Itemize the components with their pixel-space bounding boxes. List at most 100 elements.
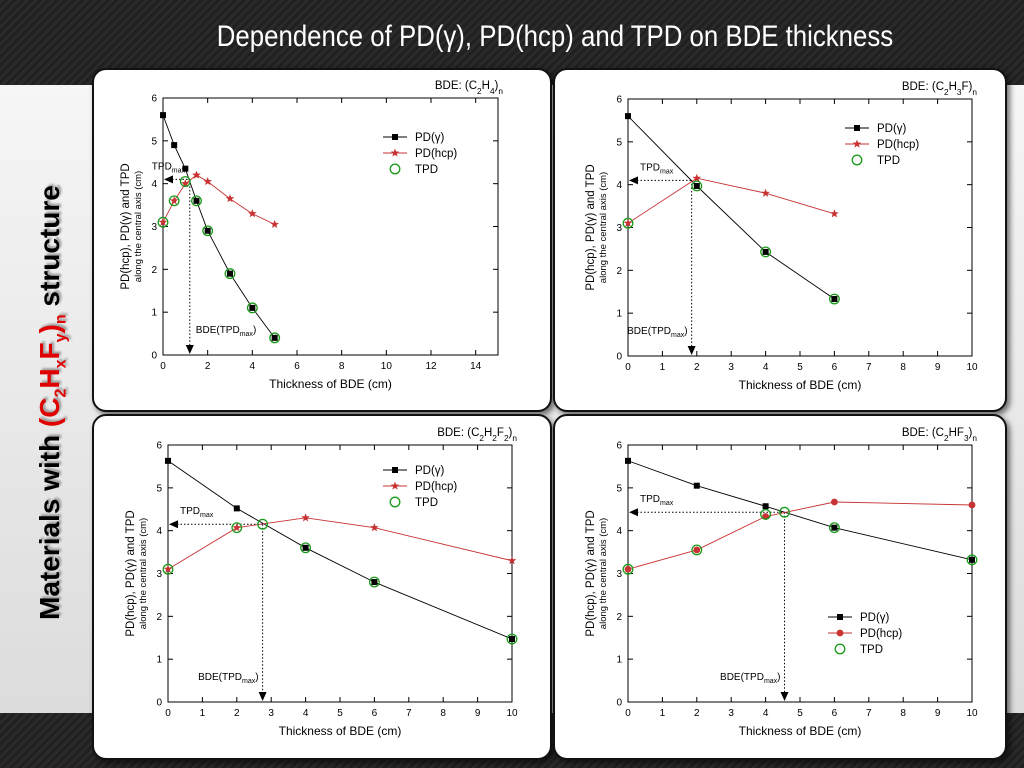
x-tick-label: 2 [694, 362, 700, 373]
material-label: BDE: (C2H3F)n [902, 81, 978, 97]
legend-label: TPD [415, 497, 438, 509]
series-1-point [225, 194, 235, 203]
y-axis-label-secondary: along the central axis (cm) [598, 518, 609, 629]
series-1-point [693, 546, 701, 554]
series-1-point [181, 179, 190, 188]
y-axis-label: PD(hcp), PD(γ) and TPD [125, 510, 137, 636]
plot-frame [627, 98, 973, 357]
y-tick-label: 3 [616, 569, 622, 580]
y-tick-label: 3 [151, 222, 157, 233]
series-1-point [192, 170, 201, 179]
y-tick-label: 5 [616, 137, 622, 148]
y-tick-label: 2 [616, 612, 622, 623]
material-label: BDE: (C2H4)n [435, 80, 504, 96]
x-tick-label: 5 [337, 708, 343, 719]
y-tick-label: 2 [156, 612, 162, 623]
legend-marker [852, 139, 862, 148]
y-tick-label: 6 [616, 95, 622, 106]
series-0-point [693, 482, 700, 489]
series-2-point [368, 576, 380, 588]
x-tick-label: 0 [160, 361, 166, 372]
series-1-point [158, 217, 168, 226]
series-1-point [370, 523, 379, 532]
y-tick-label: 0 [151, 351, 157, 362]
series-0-point [831, 296, 838, 303]
series-1-point [169, 196, 179, 205]
series-0-point [762, 248, 769, 255]
x-tick-label: 8 [900, 708, 906, 719]
legend-label: PD(γ) [415, 465, 445, 477]
legend-label: PD(hcp) [415, 148, 457, 160]
x-tick-label: 3 [728, 708, 734, 719]
legend-marker [390, 148, 400, 157]
x-tick-label: 12 [425, 361, 437, 372]
tpd-max-label: TPDmax [640, 162, 674, 175]
side-title: Materials with (C2HxFy)n structure [34, 185, 71, 620]
series-0-point [693, 182, 700, 189]
series-2-point [202, 225, 214, 237]
x-tick-label: 6 [294, 361, 300, 372]
series-2-point [622, 217, 634, 229]
x-tick-label: 8 [339, 361, 345, 372]
series-1-point [968, 501, 976, 509]
series-2-point [168, 195, 180, 207]
series-1-point [761, 188, 770, 197]
series-0-point [165, 457, 171, 464]
y-tick-label: 3 [156, 569, 162, 580]
chart-panel-c2h3f: BDE: (C2H3F)n 0 1 2 3 4 5 6 7 8 9 10 0 1 2 3 4 5 6 Thicknes… [553, 68, 1007, 412]
y-axis-label-secondary: along the central axis (cm) [598, 172, 609, 283]
y-tick-label: 6 [156, 441, 162, 452]
y-tick-label: 5 [616, 483, 622, 494]
series-2-point [231, 522, 243, 534]
legend-label: PD(γ) [877, 123, 907, 135]
series-1-point [232, 523, 242, 532]
tpd-max-y-arrow [629, 508, 638, 517]
legend-label: TPD [877, 155, 900, 167]
material-label: BDE: (C2HF3)n [902, 427, 978, 443]
series-1-point [692, 173, 702, 182]
legend-label: PD(hcp) [877, 139, 919, 151]
chart-svg: BDE: (C2H2F2)n 0 1 2 3 4 5 6 7 8 9 10 0 1 2 3 4 5 6 Thickne… [125, 427, 518, 738]
plot-frame [162, 97, 499, 356]
y-axis-label-secondary: along the central axis (cm) [138, 518, 149, 629]
x-tick-label: 5 [797, 362, 803, 373]
x-tick-label: 2 [234, 708, 240, 719]
legend-label: PD(γ) [415, 132, 445, 144]
series-2-point [162, 563, 174, 575]
legend-marker [392, 467, 398, 473]
x-tick-label: 4 [763, 362, 769, 373]
series-0-point [182, 165, 189, 172]
legend-marker [851, 154, 863, 166]
series-1-point [831, 498, 838, 506]
series-2-point [966, 554, 978, 566]
series-2-point [691, 180, 703, 192]
x-axis-label: Thickness of BDE (cm) [279, 724, 402, 738]
y-tick-label: 1 [616, 655, 622, 666]
chart-panel-c2hf3: BDE: (C2HF3)n 0 1 2 3 4 5 6 7 8 9 10 0 1 2 3 4 5 6 Thicknes… [553, 414, 1007, 760]
legend-marker [834, 643, 846, 655]
x-tick-label: 7 [406, 708, 412, 719]
x-tick-label: 0 [625, 362, 631, 373]
chart-panel-c2h2f2: BDE: (C2H2F2)n 0 1 2 3 4 5 6 7 8 9 10 0 1 2 3 4 5 6 Thickne… [92, 414, 552, 760]
series-1-point [623, 218, 633, 227]
legend-marker [854, 125, 860, 131]
x-tick-label: 8 [440, 708, 446, 719]
x-tick-label: 9 [935, 708, 941, 719]
x-tick-label: 7 [866, 708, 872, 719]
x-tick-label: 10 [966, 362, 978, 373]
x-tick-label: 4 [303, 708, 309, 719]
side-title-prefix: Materials with [34, 427, 65, 620]
y-tick-label: 3 [616, 223, 622, 234]
y-tick-label: 0 [616, 352, 622, 363]
x-tick-label: 6 [832, 362, 838, 373]
material-label: BDE: (C2H2F2)n [437, 427, 517, 443]
y-axis-label-secondary: along the central axis (cm) [133, 171, 144, 282]
y-tick-label: 5 [151, 136, 157, 147]
series-2-point [257, 518, 269, 530]
bde-tpd-max-label: BDE(TPDmax) [627, 326, 687, 339]
series-0-point [371, 579, 378, 586]
plot-frame [627, 444, 973, 703]
y-tick-label: 2 [616, 266, 622, 277]
series-0-point [762, 503, 769, 510]
legend-marker [392, 134, 398, 140]
